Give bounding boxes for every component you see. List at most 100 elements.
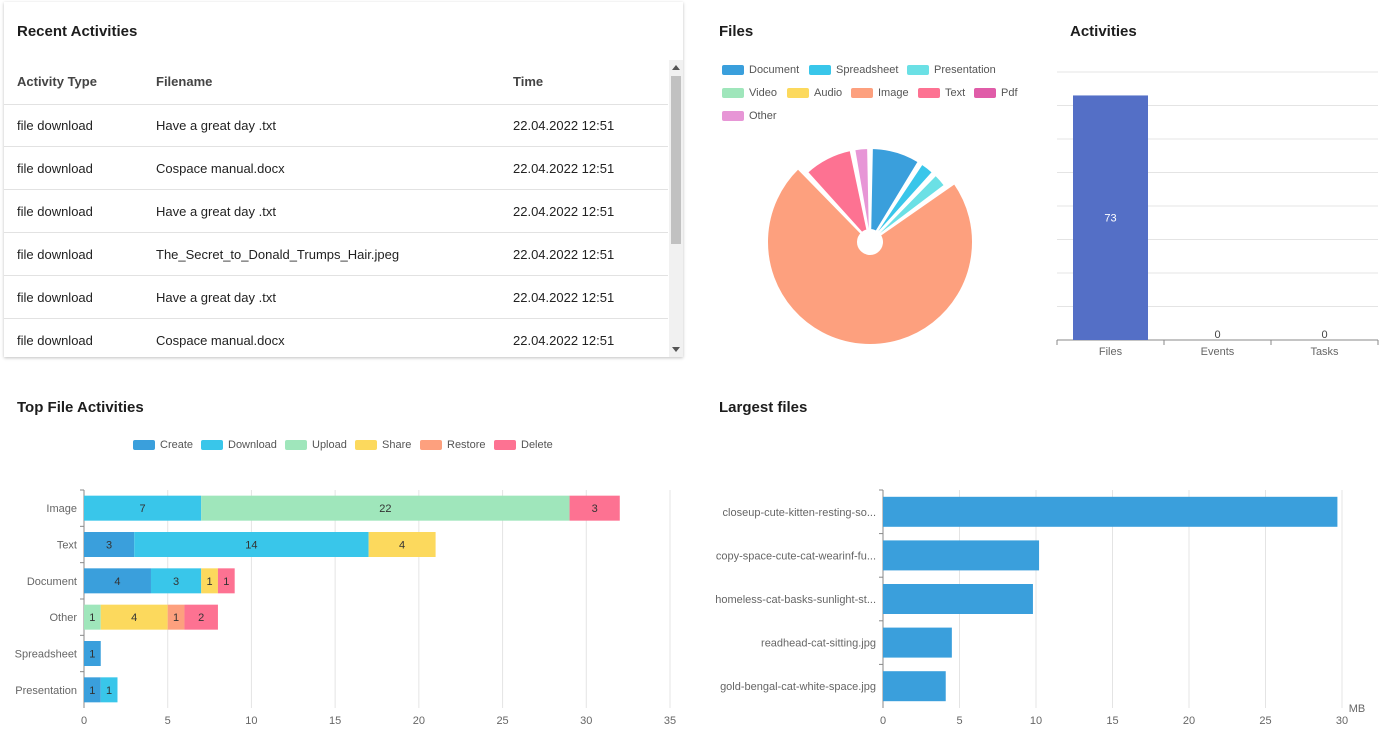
files-legend-item-image[interactable]: Image (851, 87, 909, 99)
scrollbar-thumb[interactable] (671, 76, 681, 244)
filename-cell: Have a great day .txt (156, 118, 276, 133)
legend-swatch (494, 440, 516, 451)
legend-swatch (974, 88, 996, 99)
legend-label: Video (749, 87, 777, 99)
x-tick-label: 35 (664, 715, 676, 727)
bar-segment-text-create (84, 532, 135, 557)
legend-label: Delete (521, 439, 553, 451)
bar-value-label: 3 (106, 540, 112, 552)
table-row[interactable]: file download Cospace manual.docx 22.04.… (4, 319, 668, 357)
column-header-time[interactable]: Time (513, 74, 544, 89)
bar-file-5 (883, 671, 946, 702)
table-scrollbar[interactable] (669, 60, 683, 357)
activity-type-cell: file download (17, 247, 93, 262)
scroll-up-arrow-icon[interactable] (672, 65, 680, 70)
top-file-legend-item-delete[interactable]: Delete (494, 439, 553, 451)
bar-segment-other-delete (184, 604, 218, 630)
legend-label: Create (160, 439, 194, 451)
y-tick-label: readhead-cat-sitting.jpg (761, 638, 876, 650)
y-tick-label: homeless-cat-basks-sunlight-st... (715, 594, 876, 606)
activity-type-cell: file download (17, 118, 93, 133)
bar-value-label: 4 (399, 540, 405, 552)
files-legend-item-spreadsheet[interactable]: Spreadsheet (809, 64, 898, 76)
files-legend-item-pdf[interactable]: Pdf (974, 87, 1018, 99)
bar-value-label: 7 (140, 503, 146, 515)
bar-segment-text-share (368, 532, 436, 557)
x-tick-label: 25 (1259, 715, 1271, 727)
activities-title: Activities (1070, 23, 1137, 40)
table-row[interactable]: file download Have a great day .txt 22.0… (4, 190, 668, 233)
x-axis-unit: MB (1349, 703, 1366, 715)
files-legend-item-text[interactable]: Text (918, 87, 965, 99)
bar-value-label: 0 (1214, 329, 1220, 341)
top-file-legend-item-upload[interactable]: Upload (285, 439, 347, 451)
pie-slice-other (853, 147, 871, 232)
pie-slice-text (806, 149, 869, 235)
filename-cell: Have a great day .txt (156, 290, 276, 305)
recent-activities-title: Recent Activities (17, 23, 138, 40)
table-row[interactable]: file download The_Secret_to_Donald_Trump… (4, 233, 668, 276)
bar-segment-image-delete (569, 495, 620, 521)
x-tick-label: 30 (1336, 715, 1348, 727)
legend-label: Download (228, 439, 277, 451)
x-tick-label: Tasks (1310, 346, 1339, 358)
largest-files-title: Largest files (719, 399, 808, 416)
bar-value-label: 1 (207, 576, 213, 588)
table-header: Activity Type Filename Time (4, 74, 668, 105)
y-tick-label: Spreadsheet (15, 649, 77, 661)
legend-swatch (851, 88, 873, 99)
top-file-legend-item-download[interactable]: Download (201, 439, 277, 451)
legend-label: Audio (814, 87, 843, 99)
x-tick-label: 20 (413, 715, 425, 727)
x-tick-label: 30 (580, 715, 592, 727)
scroll-down-arrow-icon[interactable] (672, 347, 680, 352)
time-cell: 22.04.2022 12:51 (513, 247, 615, 262)
time-cell: 22.04.2022 12:51 (513, 118, 615, 133)
files-legend-item-audio[interactable]: Audio (787, 87, 842, 99)
legend-swatch (809, 65, 831, 76)
bar-value-label: 1 (223, 576, 229, 588)
pie-slice-document (869, 147, 920, 233)
time-cell: 22.04.2022 12:51 (513, 290, 615, 305)
legend-swatch (420, 440, 442, 451)
files-legend-item-video[interactable]: Video (722, 87, 777, 99)
x-tick-label: Files (1099, 346, 1123, 358)
bar-value-label: 3 (592, 503, 598, 515)
legend-label: Restore (447, 439, 486, 451)
activities-bar-chart: 73 Files 0 Events 0 Tasks (1056, 71, 1379, 358)
legend-swatch (201, 440, 223, 451)
files-title: Files (719, 23, 754, 40)
top-file-legend-item-share[interactable]: Share (355, 439, 411, 451)
bar-value-label: 73 (1104, 213, 1116, 225)
files-legend-item-document[interactable]: Document (722, 64, 799, 76)
y-tick-label: Document (27, 576, 77, 588)
legend-swatch (722, 65, 744, 76)
legend-label: Spreadsheet (836, 64, 899, 76)
table-row[interactable]: file download Have a great day .txt 22.0… (4, 104, 668, 147)
bar-value-label: 4 (114, 576, 120, 588)
files-legend-item-presentation[interactable]: Presentation (907, 64, 996, 76)
top-file-legend-item-restore[interactable]: Restore (420, 439, 486, 451)
legend-label: Upload (312, 439, 347, 451)
filename-cell: Have a great day .txt (156, 204, 276, 219)
bar-segment-image-upload (201, 495, 570, 521)
x-tick-label: 15 (329, 715, 341, 727)
top-file-legend-item-create[interactable]: Create (133, 439, 193, 451)
table-row[interactable]: file download Have a great day .txt 22.0… (4, 276, 668, 319)
time-cell: 22.04.2022 12:51 (513, 333, 615, 348)
bar-value-label: 2 (198, 612, 204, 624)
table-row[interactable]: file download Cospace manual.docx 22.04.… (4, 147, 668, 190)
files-legend-item-other[interactable]: Other (722, 110, 777, 122)
files-pie-chart (766, 147, 974, 346)
x-tick-label: 0 (880, 715, 886, 727)
bar-segment-text-download (134, 532, 369, 557)
column-header-filename[interactable]: Filename (156, 74, 213, 89)
column-header-activity-type[interactable]: Activity Type (17, 74, 97, 89)
pie-slice-presentation (877, 173, 946, 236)
legend-swatch (722, 111, 744, 122)
x-tick-label: 20 (1183, 715, 1195, 727)
bar-value-label: 1 (106, 685, 112, 697)
legend-swatch (722, 88, 744, 99)
